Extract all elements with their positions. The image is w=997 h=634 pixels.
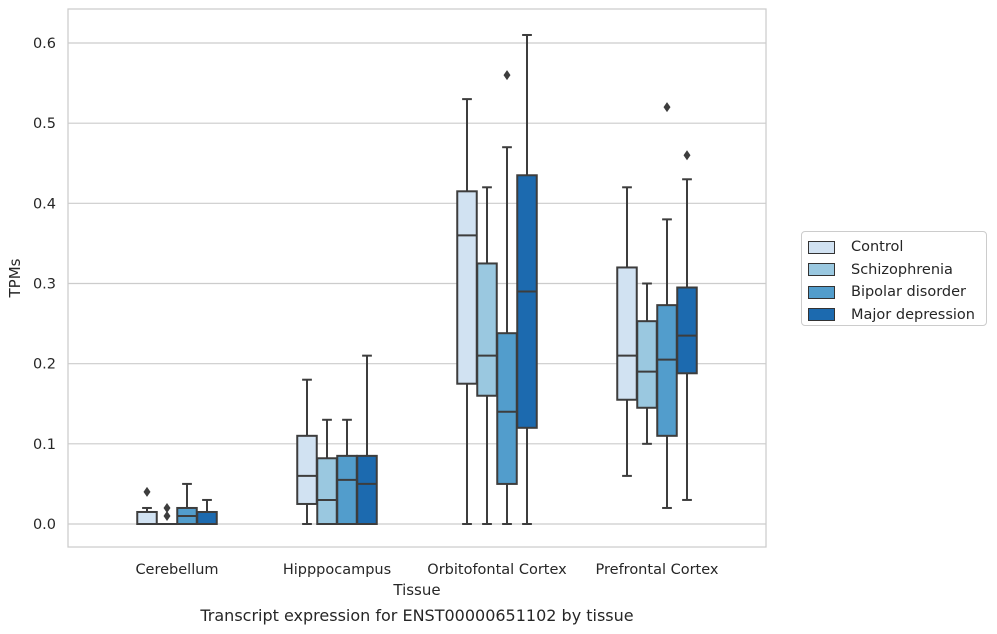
outlier-point [143, 486, 151, 497]
y-tick-label: 0.1 [33, 437, 56, 453]
legend-item-bipolar-disorder: Bipolar disorder [808, 281, 986, 304]
y-tick-label: 0.5 [33, 116, 56, 132]
box-iqr [196, 510, 218, 526]
plot-frame [67, 8, 767, 548]
box-1-0 [156, 502, 178, 526]
x-tick-label: Cerebellum [135, 562, 218, 578]
box-1-1 [316, 418, 338, 525]
box-iqr [676, 286, 698, 375]
y-tick-label: 0.0 [33, 517, 56, 533]
box-3-2 [516, 33, 538, 525]
legend: Control Schizophrenia Bipolar disorder M… [801, 231, 987, 326]
y-tick-label: 0.6 [33, 36, 56, 52]
box-iqr [496, 332, 518, 485]
outlier-point [683, 150, 691, 161]
box-0-3 [616, 186, 638, 477]
legend-swatch-bipolar-disorder [808, 285, 835, 299]
box-layer [136, 33, 698, 526]
gridlines [68, 42, 766, 525]
legend-swatch-control [808, 240, 835, 254]
box-iqr [476, 262, 498, 397]
legend-item-control: Control [808, 236, 986, 259]
figure-caption: Transcript expression for ENST0000065110… [200, 606, 634, 625]
box-1-3 [636, 282, 658, 445]
legend-swatch-major-depression [808, 308, 835, 322]
box-iqr [316, 457, 338, 525]
box-iqr [656, 304, 678, 437]
outlier-point [503, 70, 511, 81]
box-3-1 [356, 354, 378, 526]
legend-label-bipolar-disorder: Bipolar disorder [851, 284, 966, 301]
box-iqr [136, 510, 158, 526]
box-2-0 [176, 482, 198, 526]
legend-item-major-depression: Major depression [808, 304, 986, 327]
box-1-2 [476, 186, 498, 525]
y-tick-label: 0.4 [33, 196, 56, 212]
box-iqr [456, 190, 478, 385]
box-2-3 [656, 102, 678, 509]
legend-item-schizophrenia: Schizophrenia [808, 259, 986, 282]
box-2-2 [496, 70, 518, 525]
box-iqr [296, 434, 318, 505]
legend-swatch-schizophrenia [808, 263, 835, 277]
box-0-1 [296, 378, 318, 525]
box-iqr [336, 454, 358, 526]
box-iqr [616, 266, 638, 401]
legend-label-schizophrenia: Schizophrenia [851, 261, 953, 278]
y-tick-label: 0.3 [33, 277, 56, 293]
outlier-point [163, 502, 171, 513]
tick-labels: 0.0 0.1 0.2 0.3 0.4 0.5 0.6 Cerebellum Hipppocam… [33, 36, 719, 578]
x-tick-label: Orbitofontal Cortex [427, 562, 567, 578]
y-tick-label: 0.2 [33, 357, 56, 373]
box-2-1 [336, 418, 358, 526]
box-iqr [516, 174, 538, 429]
outlier-point [163, 510, 171, 521]
x-tick-label: Hipppocampus [283, 562, 391, 578]
box-3-0 [196, 498, 218, 526]
box-0-0 [136, 486, 158, 526]
legend-label-control: Control [851, 239, 904, 256]
box-iqr [356, 454, 378, 526]
x-axis-label: Tissue [392, 581, 440, 599]
box-3-3 [676, 150, 698, 501]
outlier-point [663, 102, 671, 113]
legend-label-major-depression: Major depression [851, 306, 975, 323]
y-axis-label: TPMs [6, 258, 24, 298]
box-iqr [636, 320, 658, 409]
box-0-2 [456, 98, 478, 525]
x-tick-label: Prefrontal Cortex [596, 562, 719, 578]
